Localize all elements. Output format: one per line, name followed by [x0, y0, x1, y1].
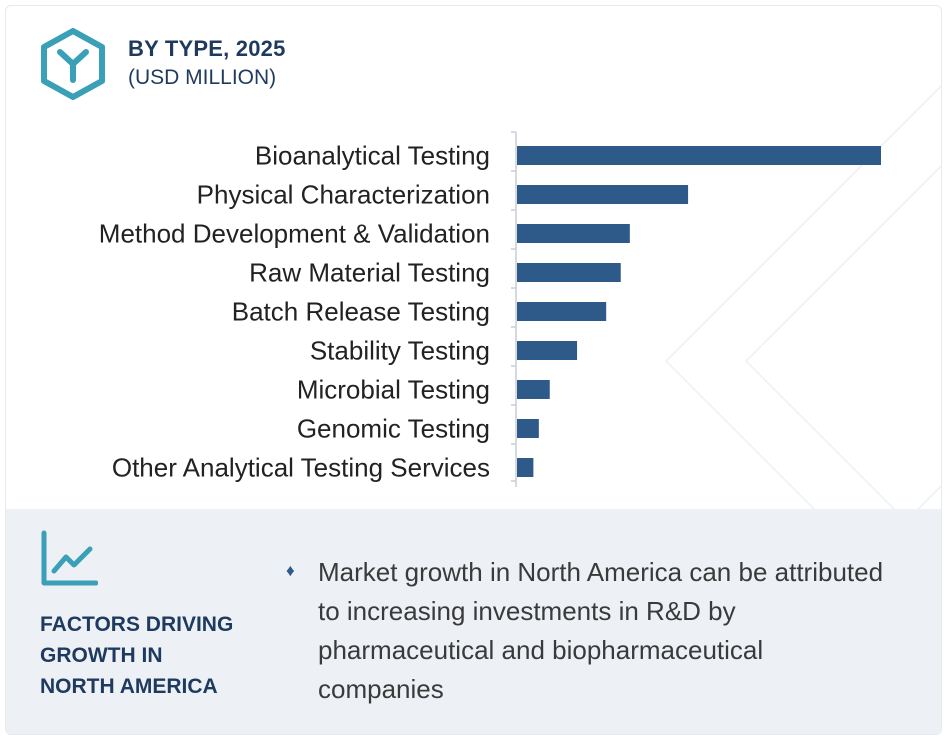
trend-line-chart-icon [41, 530, 98, 586]
category-label: Other Analytical Testing Services [112, 453, 490, 483]
bar [517, 341, 578, 360]
bar [517, 224, 630, 243]
category-label: Raw Material Testing [249, 258, 490, 288]
bar-chart: Bioanalytical Testing Physical Characteri… [99, 131, 881, 487]
bar [517, 380, 550, 399]
diamond-bullet-icon: ♦ [286, 561, 295, 580]
category-label: Stability Testing [310, 336, 490, 366]
bar [517, 302, 607, 321]
category-label: Genomic Testing [297, 414, 490, 444]
factors-title-line: GROWTH IN [40, 644, 163, 667]
category-label: Method Development & Validation [99, 219, 490, 249]
category-label: Bioanalytical Testing [255, 141, 490, 171]
bar [517, 458, 534, 477]
chart-subtitle: (USD MILLION) [128, 66, 277, 89]
category-label: Microbial Testing [297, 375, 490, 405]
bar [517, 146, 881, 165]
bar [517, 263, 621, 282]
category-label: Physical Characterization [197, 180, 490, 210]
chart-card: BY TYPE, 2025 (USD MILLION) Bioanalytica… [5, 5, 942, 735]
factors-title-line: FACTORS DRIVING [40, 613, 234, 636]
factors-title-line: NORTH AMERICA [40, 675, 218, 698]
chart-title: BY TYPE, 2025 [128, 36, 286, 61]
hexagon-y-logo-icon [41, 28, 105, 100]
factors-title: FACTORS DRIVING GROWTH IN NORTH AMERICA [40, 609, 270, 702]
bar [517, 419, 539, 438]
factors-panel: FACTORS DRIVING GROWTH IN NORTH AMERICA … [6, 509, 941, 734]
factor-text: Market growth in North America can be at… [318, 557, 884, 704]
category-label: Batch Release Testing [232, 297, 490, 327]
bar [517, 185, 689, 204]
